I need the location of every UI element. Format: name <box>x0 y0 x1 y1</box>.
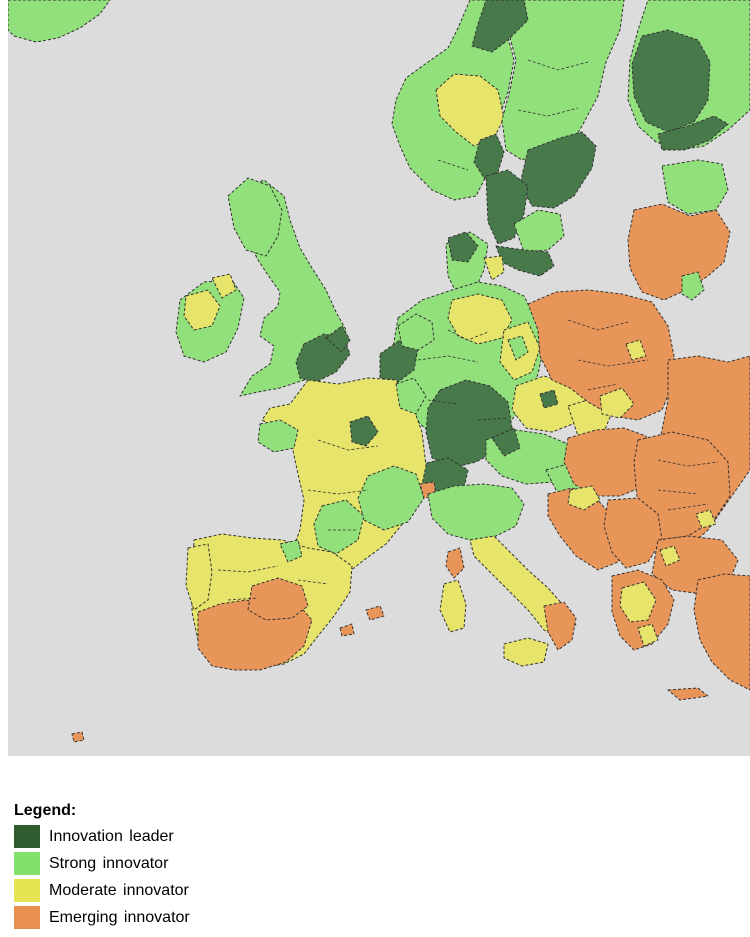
region-hungary <box>563 427 655 497</box>
legend-label: Moderate innovator <box>49 881 189 899</box>
region-poland <box>527 289 675 421</box>
legend-label: Strong innovator <box>49 854 169 872</box>
region-occitanie <box>313 499 365 555</box>
region-sicily <box>503 637 549 667</box>
region-turkey <box>693 573 750 691</box>
legend-item-moderate-innovator: Moderate innovator <box>14 877 414 904</box>
region-croatia-zagreb <box>567 485 601 511</box>
region-sweden-skane <box>495 245 555 277</box>
region-prague <box>539 389 559 409</box>
region-ile-de-france <box>349 415 379 447</box>
region-brittany <box>257 419 299 453</box>
region-denmark-capital <box>447 231 479 263</box>
region-castilla-la-mancha <box>247 577 309 621</box>
region-balearics <box>365 605 385 621</box>
region-helsinki <box>657 115 729 151</box>
region-finland-leader <box>631 29 711 133</box>
region-latvia <box>627 203 731 301</box>
region-norway-central <box>435 73 505 147</box>
legend-swatch <box>14 852 40 875</box>
legend-label: Emerging innovator <box>49 908 190 926</box>
region-oslo <box>473 133 505 179</box>
legend-swatch <box>14 825 40 848</box>
region-athens <box>637 623 659 647</box>
border-lines-scandinavia <box>437 59 589 171</box>
legend-title: Legend: <box>14 802 77 819</box>
region-scotland <box>227 177 283 257</box>
region-sweden-norrbotten <box>471 0 529 53</box>
region-vienna <box>491 427 521 457</box>
region-alsace <box>395 377 427 415</box>
region-warsaw <box>625 339 647 361</box>
region-italy-north <box>427 483 525 541</box>
region-sardinia <box>439 579 467 633</box>
border-lines-france <box>307 439 379 531</box>
europe-innovation-map <box>8 0 750 756</box>
region-poland-south <box>599 387 635 419</box>
legend-item-innovation-leader: Innovation leader <box>14 823 414 850</box>
legend-swatch <box>14 879 40 902</box>
border-lines-germany <box>417 329 509 421</box>
region-iceland <box>8 0 111 43</box>
region-estonia <box>661 159 729 215</box>
region-latvia-riga <box>681 271 705 301</box>
border-lines-spain <box>217 565 329 601</box>
region-denmark-zealand <box>483 255 505 281</box>
region-malta <box>71 731 85 743</box>
region-berlin <box>507 335 529 361</box>
region-basque <box>279 539 303 563</box>
region-corsica <box>445 547 465 579</box>
legend-swatch <box>14 906 40 929</box>
legend-item-emerging-innovator: Emerging innovator <box>14 904 414 931</box>
legend-item-strong-innovator: Strong innovator <box>14 850 414 877</box>
region-belgium <box>397 313 435 351</box>
region-portugal-north <box>185 543 213 611</box>
region-northern-ireland <box>211 273 237 299</box>
region-cyprus-dash <box>339 623 355 637</box>
region-germany-north <box>447 293 513 345</box>
border-lines-romania <box>657 459 719 511</box>
region-rhone-alpes <box>357 465 425 531</box>
region-sofia <box>659 545 681 567</box>
region-east-anglia <box>325 325 351 353</box>
region-greece-central <box>619 581 657 623</box>
legend-label: Innovation leader <box>49 827 174 845</box>
region-bucharest <box>695 509 717 529</box>
region-ireland-border <box>183 289 221 331</box>
map-canvas <box>8 0 750 756</box>
border-lines-poland <box>567 319 649 391</box>
region-netherlands-leader <box>379 339 419 383</box>
map-legend: Legend: Innovation leader Strong innovat… <box>14 802 414 931</box>
region-italy-south <box>543 601 577 651</box>
region-crete <box>667 687 709 701</box>
region-serbia <box>603 497 663 569</box>
